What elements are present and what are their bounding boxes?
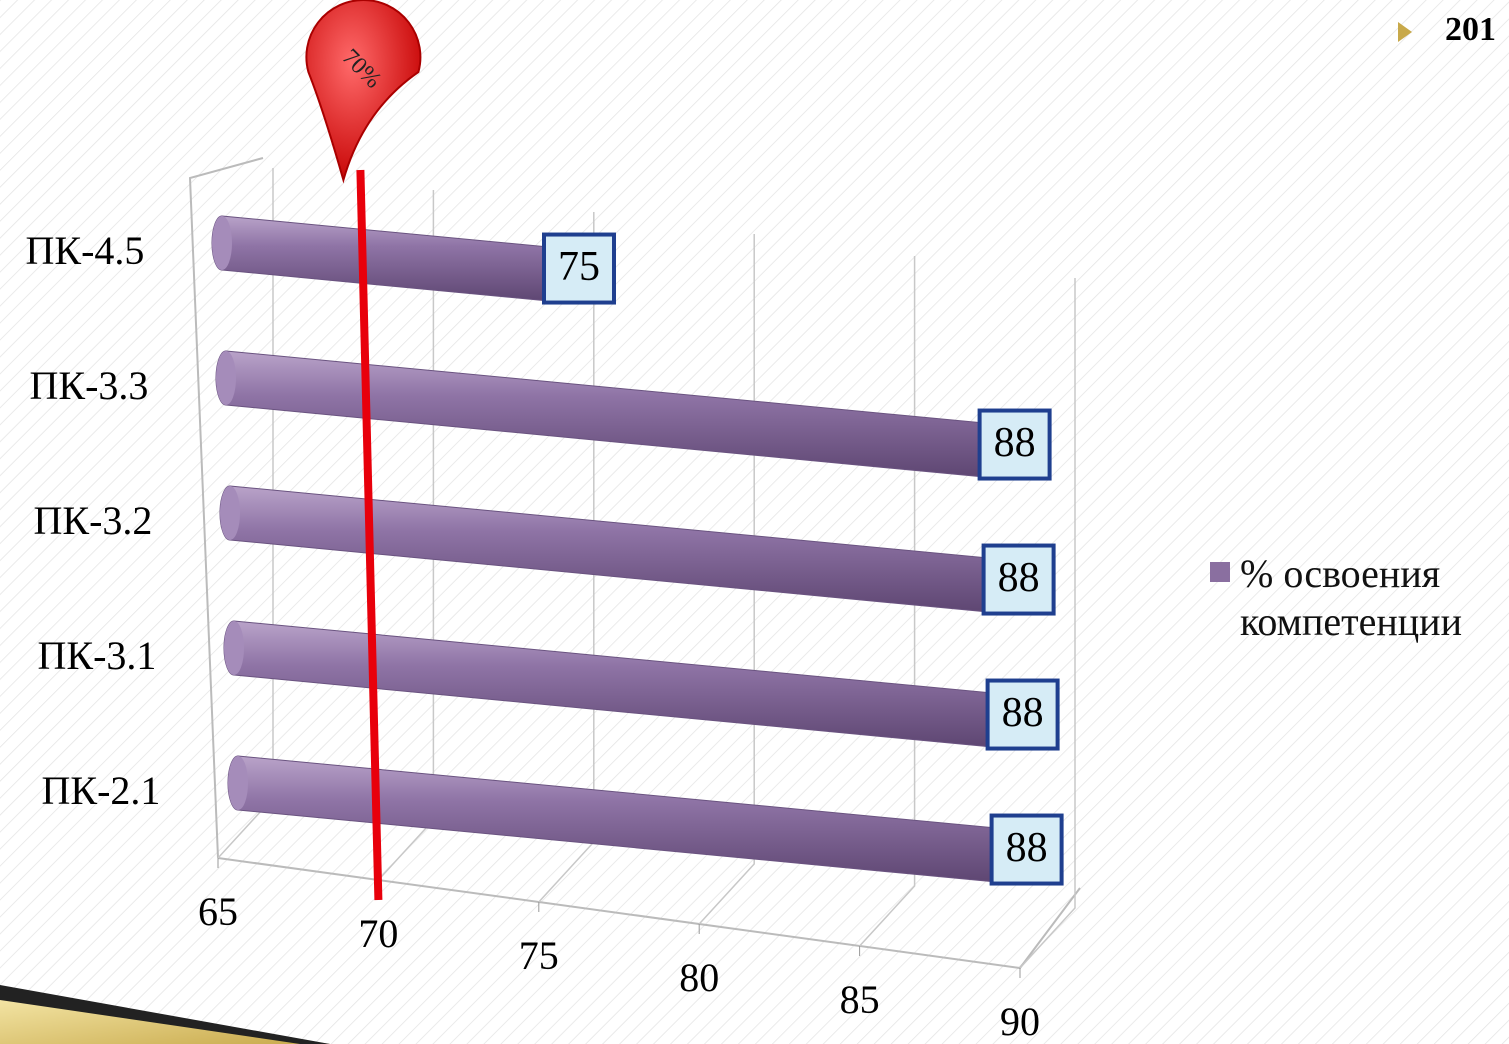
value-label: 88 — [1006, 825, 1048, 871]
reference-pin — [305, 0, 422, 184]
axis-line — [188, 157, 264, 859]
x-tick-label: 80 — [679, 955, 719, 1000]
x-tick-label: 90 — [1000, 999, 1040, 1044]
value-label: 88 — [998, 555, 1040, 601]
y-tick-label: ПК-3.1 — [38, 633, 157, 678]
value-label: 75 — [558, 244, 600, 290]
value-label-box — [989, 813, 1064, 886]
x-tick-label: 75 — [519, 933, 559, 978]
y-tick-label: ПК-3.3 — [30, 363, 149, 408]
value-label: 88 — [994, 420, 1036, 466]
y-tick-label: ПК-2.1 — [42, 768, 161, 813]
decoration — [0, 985, 330, 1044]
value-label: 88 — [1002, 690, 1044, 736]
value-label-box — [985, 678, 1060, 751]
corner-text: 201 — [1445, 11, 1496, 48]
y-tick-label: ПК-4.5 — [26, 228, 145, 273]
x-tick-label: 85 — [840, 977, 880, 1022]
bar-cap — [216, 351, 236, 405]
bar-cap — [228, 756, 248, 810]
x-tick-label: 65 — [198, 889, 238, 934]
bullet — [1398, 22, 1412, 42]
y-tick-label: ПК-3.2 — [34, 498, 153, 543]
bar-cap — [212, 216, 232, 270]
bar-cap — [224, 621, 244, 675]
reference-line — [356, 169, 383, 901]
value-label-box — [981, 543, 1056, 616]
value-label-box — [977, 408, 1052, 481]
grid-line — [1019, 278, 1076, 969]
legend-swatch — [1210, 562, 1230, 582]
legend-label: % освоения компетенции — [1240, 551, 1462, 644]
value-label-box — [542, 232, 616, 305]
x-tick-label: 70 — [358, 911, 398, 956]
bar-cap — [220, 486, 240, 540]
